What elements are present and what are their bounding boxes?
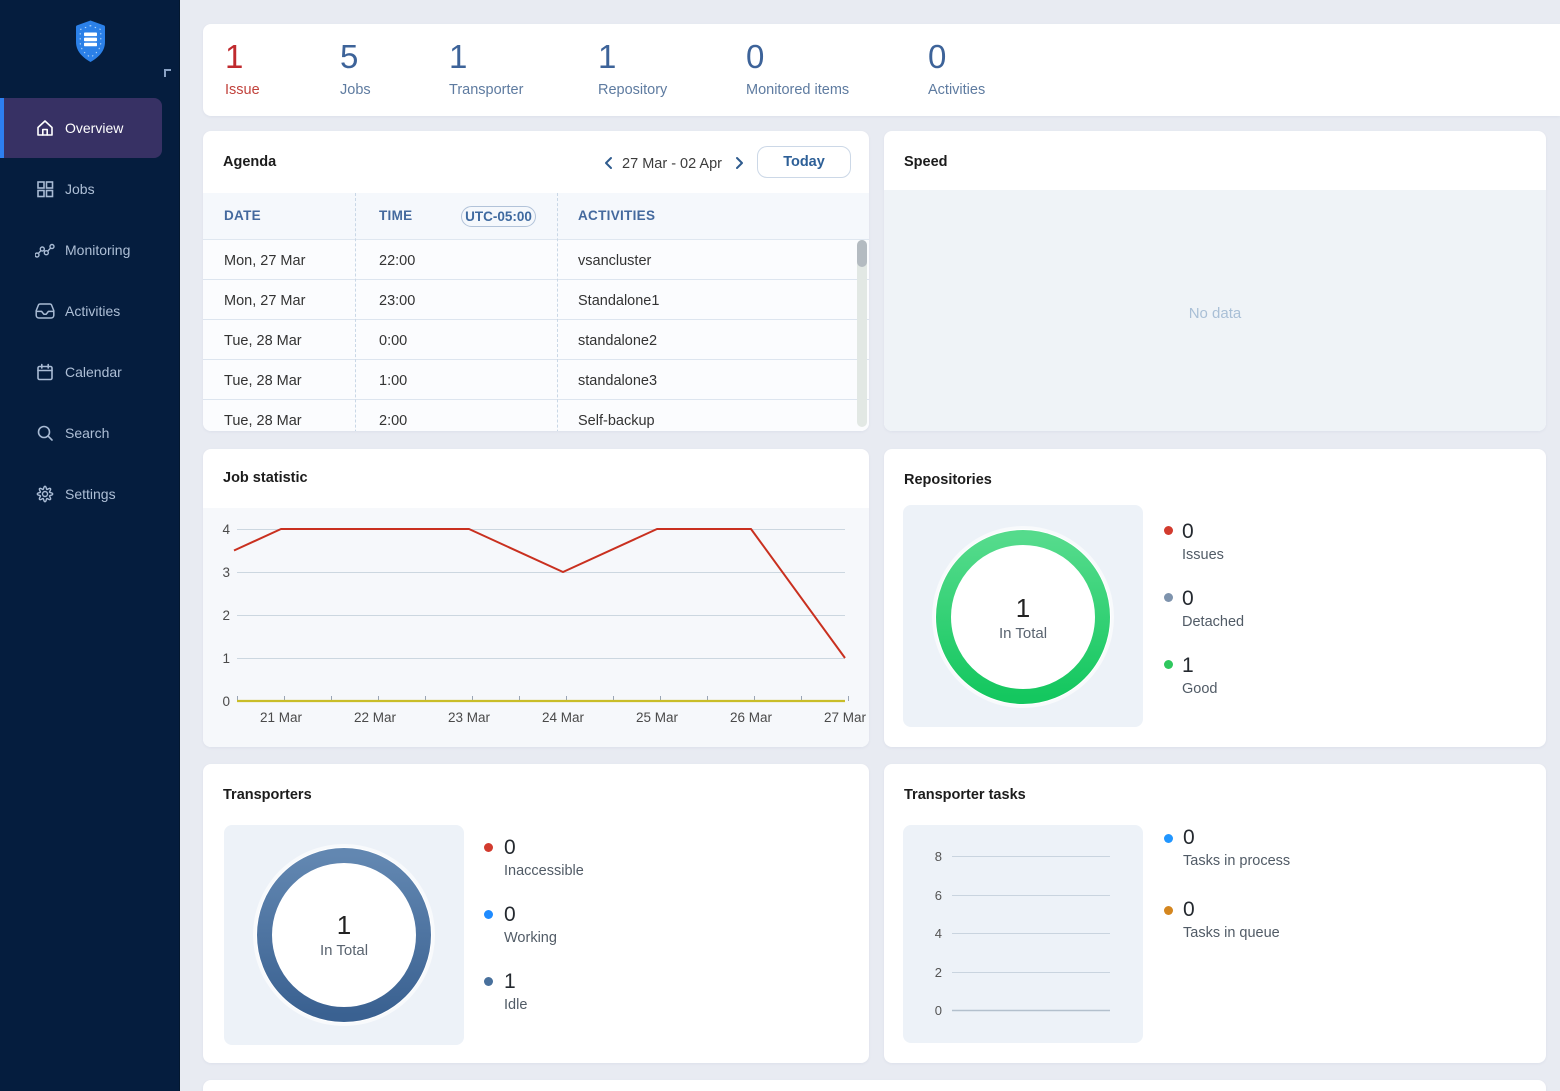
svg-text:4: 4 <box>935 926 942 941</box>
svg-text:8: 8 <box>935 849 942 864</box>
svg-text:2: 2 <box>935 965 942 980</box>
svg-text:1: 1 <box>222 651 230 666</box>
svg-text:4: 4 <box>222 522 230 537</box>
svg-text:0: 0 <box>222 694 230 709</box>
svg-text:6: 6 <box>935 888 942 903</box>
svg-text:23 Mar: 23 Mar <box>448 710 491 725</box>
svg-text:2: 2 <box>222 608 230 623</box>
svg-text:3: 3 <box>222 565 230 580</box>
svg-text:24 Mar: 24 Mar <box>542 710 585 725</box>
svg-text:27 Mar: 27 Mar <box>824 710 867 725</box>
svg-text:26 Mar: 26 Mar <box>730 710 773 725</box>
svg-text:22 Mar: 22 Mar <box>354 710 397 725</box>
svg-text:21 Mar: 21 Mar <box>260 710 303 725</box>
svg-text:0: 0 <box>935 1003 942 1018</box>
svg-text:25 Mar: 25 Mar <box>636 710 679 725</box>
